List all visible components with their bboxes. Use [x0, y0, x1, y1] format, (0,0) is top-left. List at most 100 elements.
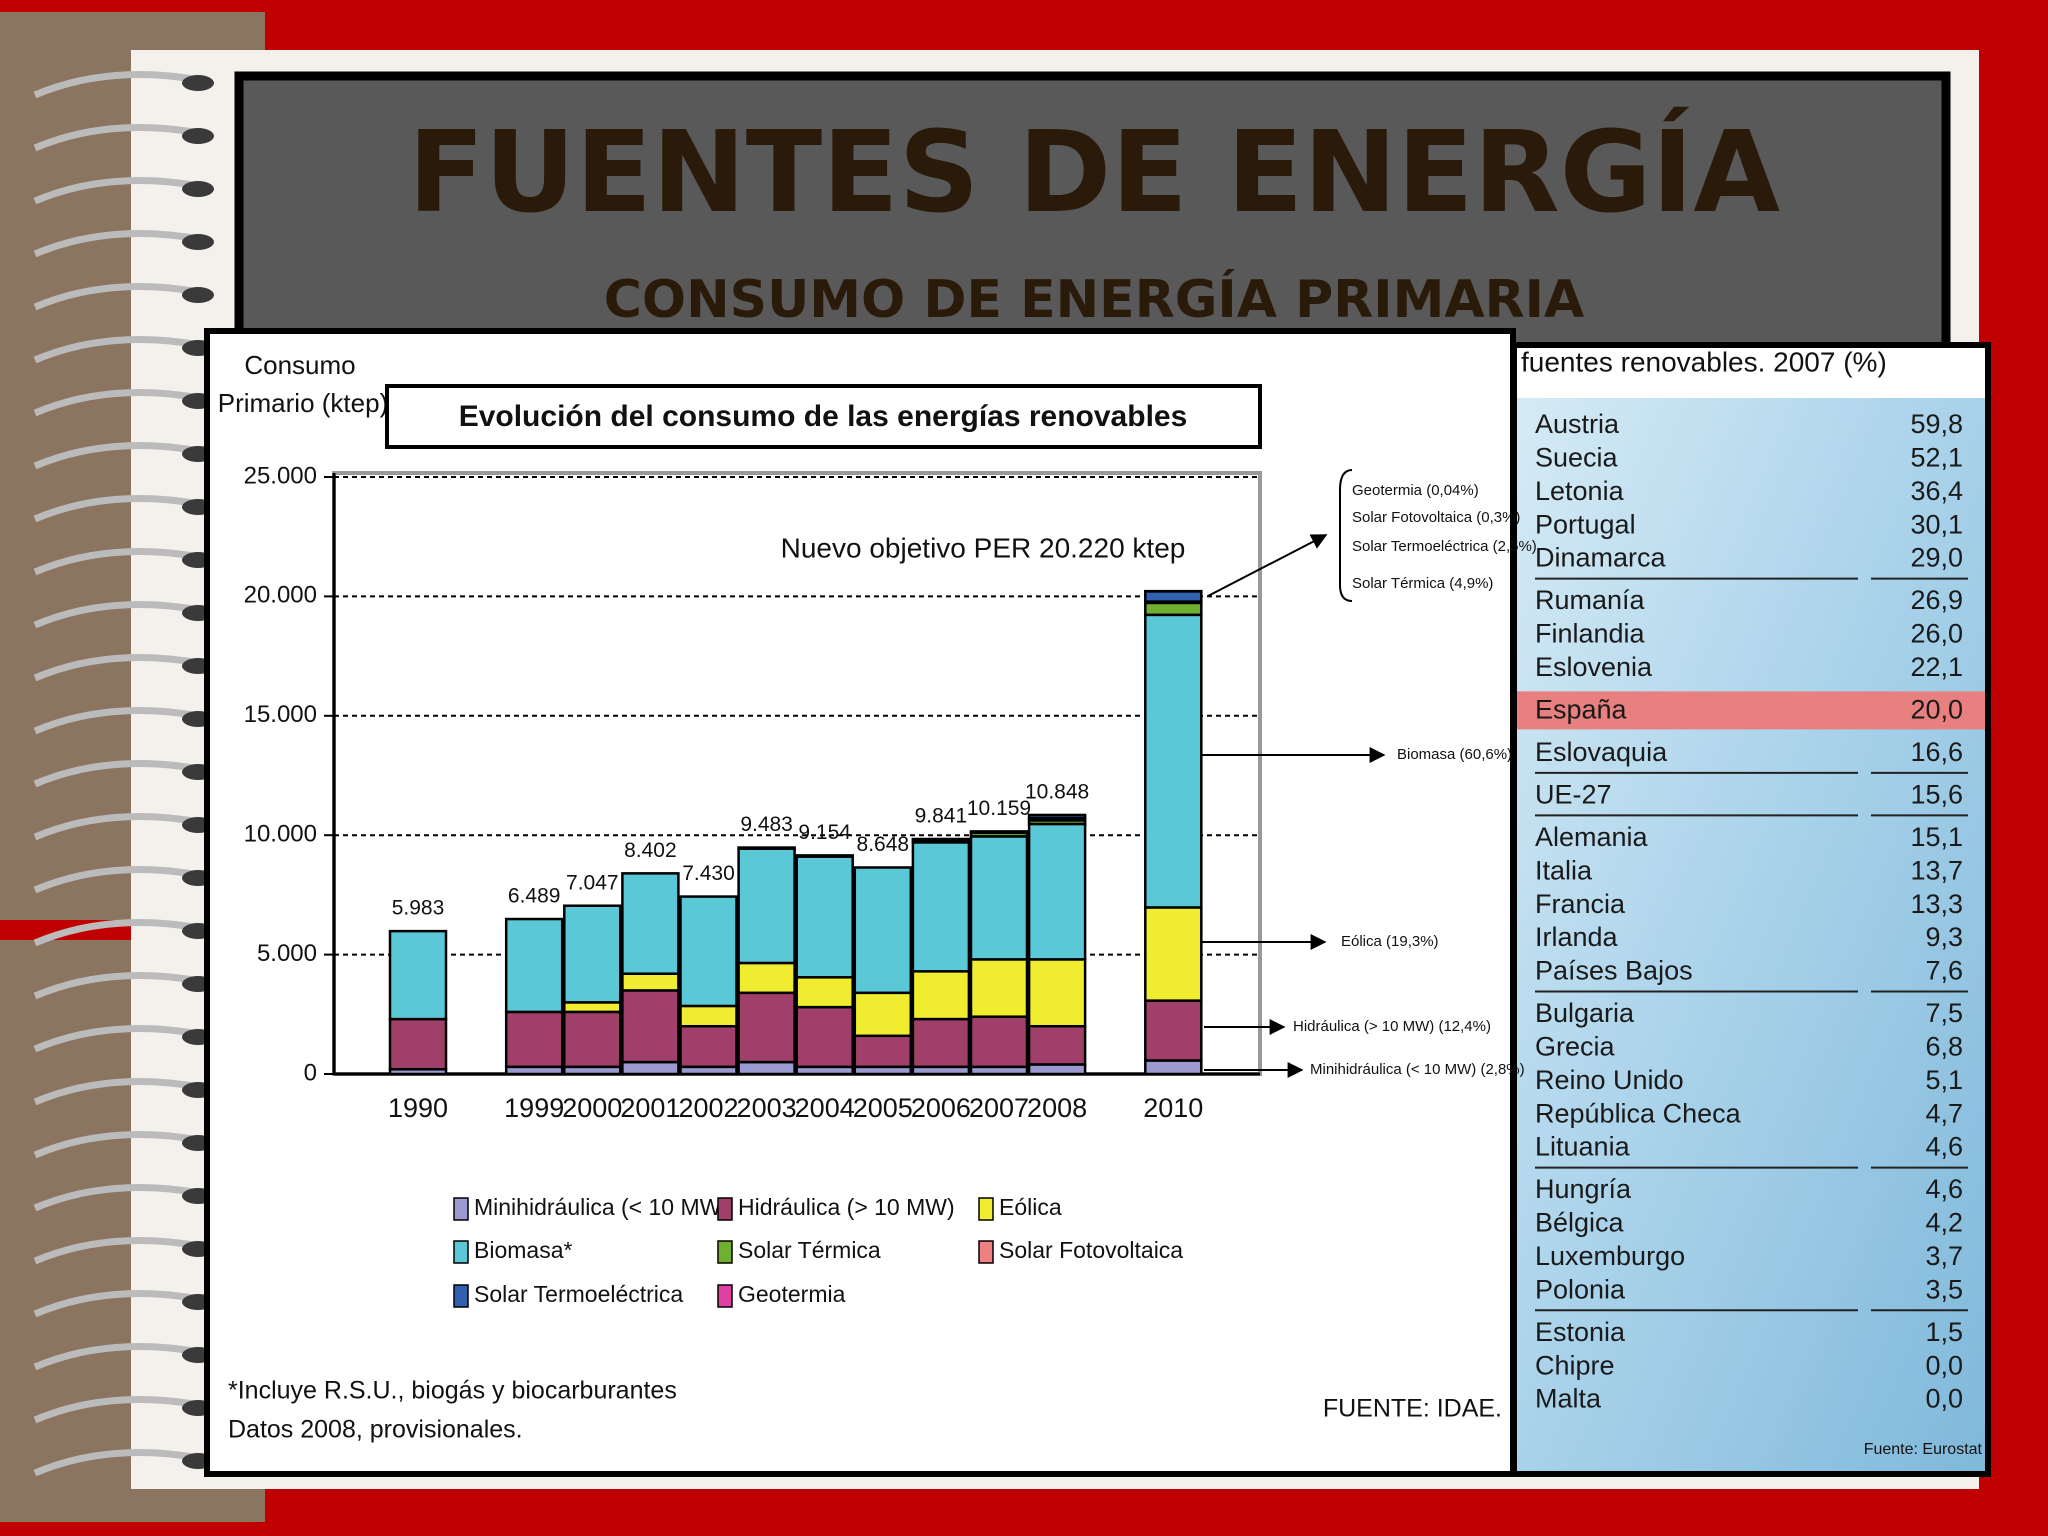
table-panel: [1511, 342, 1991, 1477]
bar-segment: [679, 1004, 738, 1028]
spiral-ring: [33, 866, 206, 894]
country-value: 30,1: [1910, 509, 1963, 539]
callout: Eólica (19,3%): [1341, 933, 1439, 950]
legend-label: Hidráulica (> 10 MW): [738, 1194, 955, 1220]
spiral-ring: [33, 1396, 206, 1424]
bar-segment: [621, 972, 680, 992]
country-name: Eslovaquia: [1535, 737, 1668, 767]
y-tick-label: 25.000: [244, 462, 317, 489]
bar-segment: [621, 989, 680, 1064]
x-tick-label: 2010: [1143, 1093, 1203, 1123]
callout: Solar Termoeléctrica (2,5%): [1352, 538, 1537, 555]
country-name: República Checa: [1535, 1098, 1742, 1128]
chart-source: FUENTE: IDAE.: [1323, 1395, 1502, 1423]
x-tick-label: 1990: [388, 1093, 448, 1123]
bar-segment: [504, 1010, 564, 1069]
chart-title: Evolución del consumo de las energías re…: [459, 400, 1188, 433]
x-tick-label: 2005: [853, 1093, 913, 1123]
bar-segment: [679, 895, 738, 1008]
bar-segment: [911, 837, 971, 842]
country-value: 7,5: [1925, 998, 1963, 1028]
bar-segment: [1027, 813, 1087, 820]
spiral-ring: [33, 972, 206, 1000]
spiral-ring: [33, 442, 206, 470]
y-axis-label: Primario (ktep): [218, 388, 388, 418]
legend-label: Solar Termoeléctrica: [474, 1281, 683, 1307]
total-label: 8.648: [857, 833, 910, 856]
country-name: Suecia: [1535, 443, 1619, 473]
bar-segment: [621, 1060, 680, 1076]
y-tick-label: 10.000: [244, 821, 317, 848]
bar-segment: [853, 991, 913, 1038]
bar-segment: [795, 1005, 854, 1069]
spiral-ring: [33, 707, 206, 735]
country-name: Irlanda: [1535, 922, 1619, 952]
x-tick-label: 2000: [562, 1093, 622, 1123]
spiral-ring: [33, 601, 206, 629]
spiral-ring: [33, 1449, 206, 1477]
spiral-ring: [33, 1025, 206, 1053]
spiral-ring: [33, 336, 206, 364]
bar-segment: [795, 976, 854, 1009]
bar-segment: [969, 958, 1029, 1018]
country-value: 4,6: [1925, 1132, 1963, 1162]
bar-segment: [679, 1024, 738, 1069]
callout: Biomasa (60,6%): [1397, 746, 1512, 763]
bar-segment: [737, 961, 796, 995]
country-name: Alemania: [1535, 822, 1649, 852]
country-name: Austria: [1535, 409, 1620, 439]
legend-label: Biomasa*: [474, 1237, 572, 1263]
total-label: 9.483: [740, 813, 793, 836]
bar-segment: [1144, 999, 1203, 1062]
bar-segment: [853, 1034, 913, 1069]
country-value: 6,8: [1925, 1032, 1963, 1062]
x-tick-label: 2007: [969, 1093, 1029, 1123]
title-box: [234, 71, 1951, 354]
spiral-ring: [33, 230, 206, 258]
total-label: 8.402: [624, 839, 677, 862]
spiral-ring: [33, 548, 206, 576]
country-value: 13,7: [1910, 855, 1963, 885]
legend-label: Geotermia: [738, 1281, 846, 1307]
legend-swatch: [978, 1197, 994, 1221]
callout: Solar Térmica (4,9%): [1352, 575, 1493, 592]
country-name: Reino Unido: [1535, 1065, 1684, 1095]
legend-label: Minihidráulica (< 10 MW): [474, 1194, 729, 1220]
spiral-hole: [182, 287, 214, 303]
spiral-hole: [182, 181, 214, 197]
bar-segment: [1144, 613, 1203, 909]
bar-segment: [563, 1001, 622, 1014]
footnote: Datos 2008, provisionales.: [228, 1416, 523, 1444]
total-label: 9.154: [798, 821, 851, 844]
bar-segment: [911, 841, 971, 973]
annotation: Nuevo objetivo PER 20.220 ktep: [781, 532, 1186, 563]
y-axis-label: Consumo: [244, 350, 355, 380]
legend-swatch: [453, 1284, 469, 1308]
country-value: 52,1: [1910, 443, 1963, 473]
country-name: Chipre: [1535, 1350, 1615, 1380]
callout: Minihidráulica (< 10 MW) (2,8%): [1310, 1061, 1525, 1078]
country-name: Malta: [1535, 1384, 1602, 1414]
spiral-ring: [33, 919, 206, 947]
spiral-ring: [33, 1184, 206, 1212]
legend-swatch: [453, 1197, 469, 1221]
country-value: 22,1: [1910, 652, 1963, 682]
country-value: 26,0: [1910, 619, 1963, 649]
callout: Geotermia (0,04%): [1352, 482, 1479, 499]
country-value: 0,0: [1925, 1384, 1963, 1414]
country-name: Estonia: [1535, 1317, 1626, 1347]
spiral-ring: [33, 1078, 206, 1106]
country-name: Luxemburgo: [1535, 1241, 1685, 1271]
country-name: Hungría: [1535, 1174, 1632, 1204]
spiral-ring: [33, 124, 206, 152]
spiral-ring: [33, 1237, 206, 1265]
bar-segment: [795, 854, 854, 858]
bar-segment: [1027, 1024, 1087, 1066]
total-label: 6.489: [508, 885, 561, 908]
spiral-ring: [33, 654, 206, 682]
country-name: Rumanía: [1535, 585, 1646, 615]
spiral-ring: [33, 1131, 206, 1159]
x-tick-label: 2003: [737, 1093, 797, 1123]
x-tick-label: 2002: [678, 1093, 738, 1123]
x-tick-label: 1999: [504, 1093, 564, 1123]
